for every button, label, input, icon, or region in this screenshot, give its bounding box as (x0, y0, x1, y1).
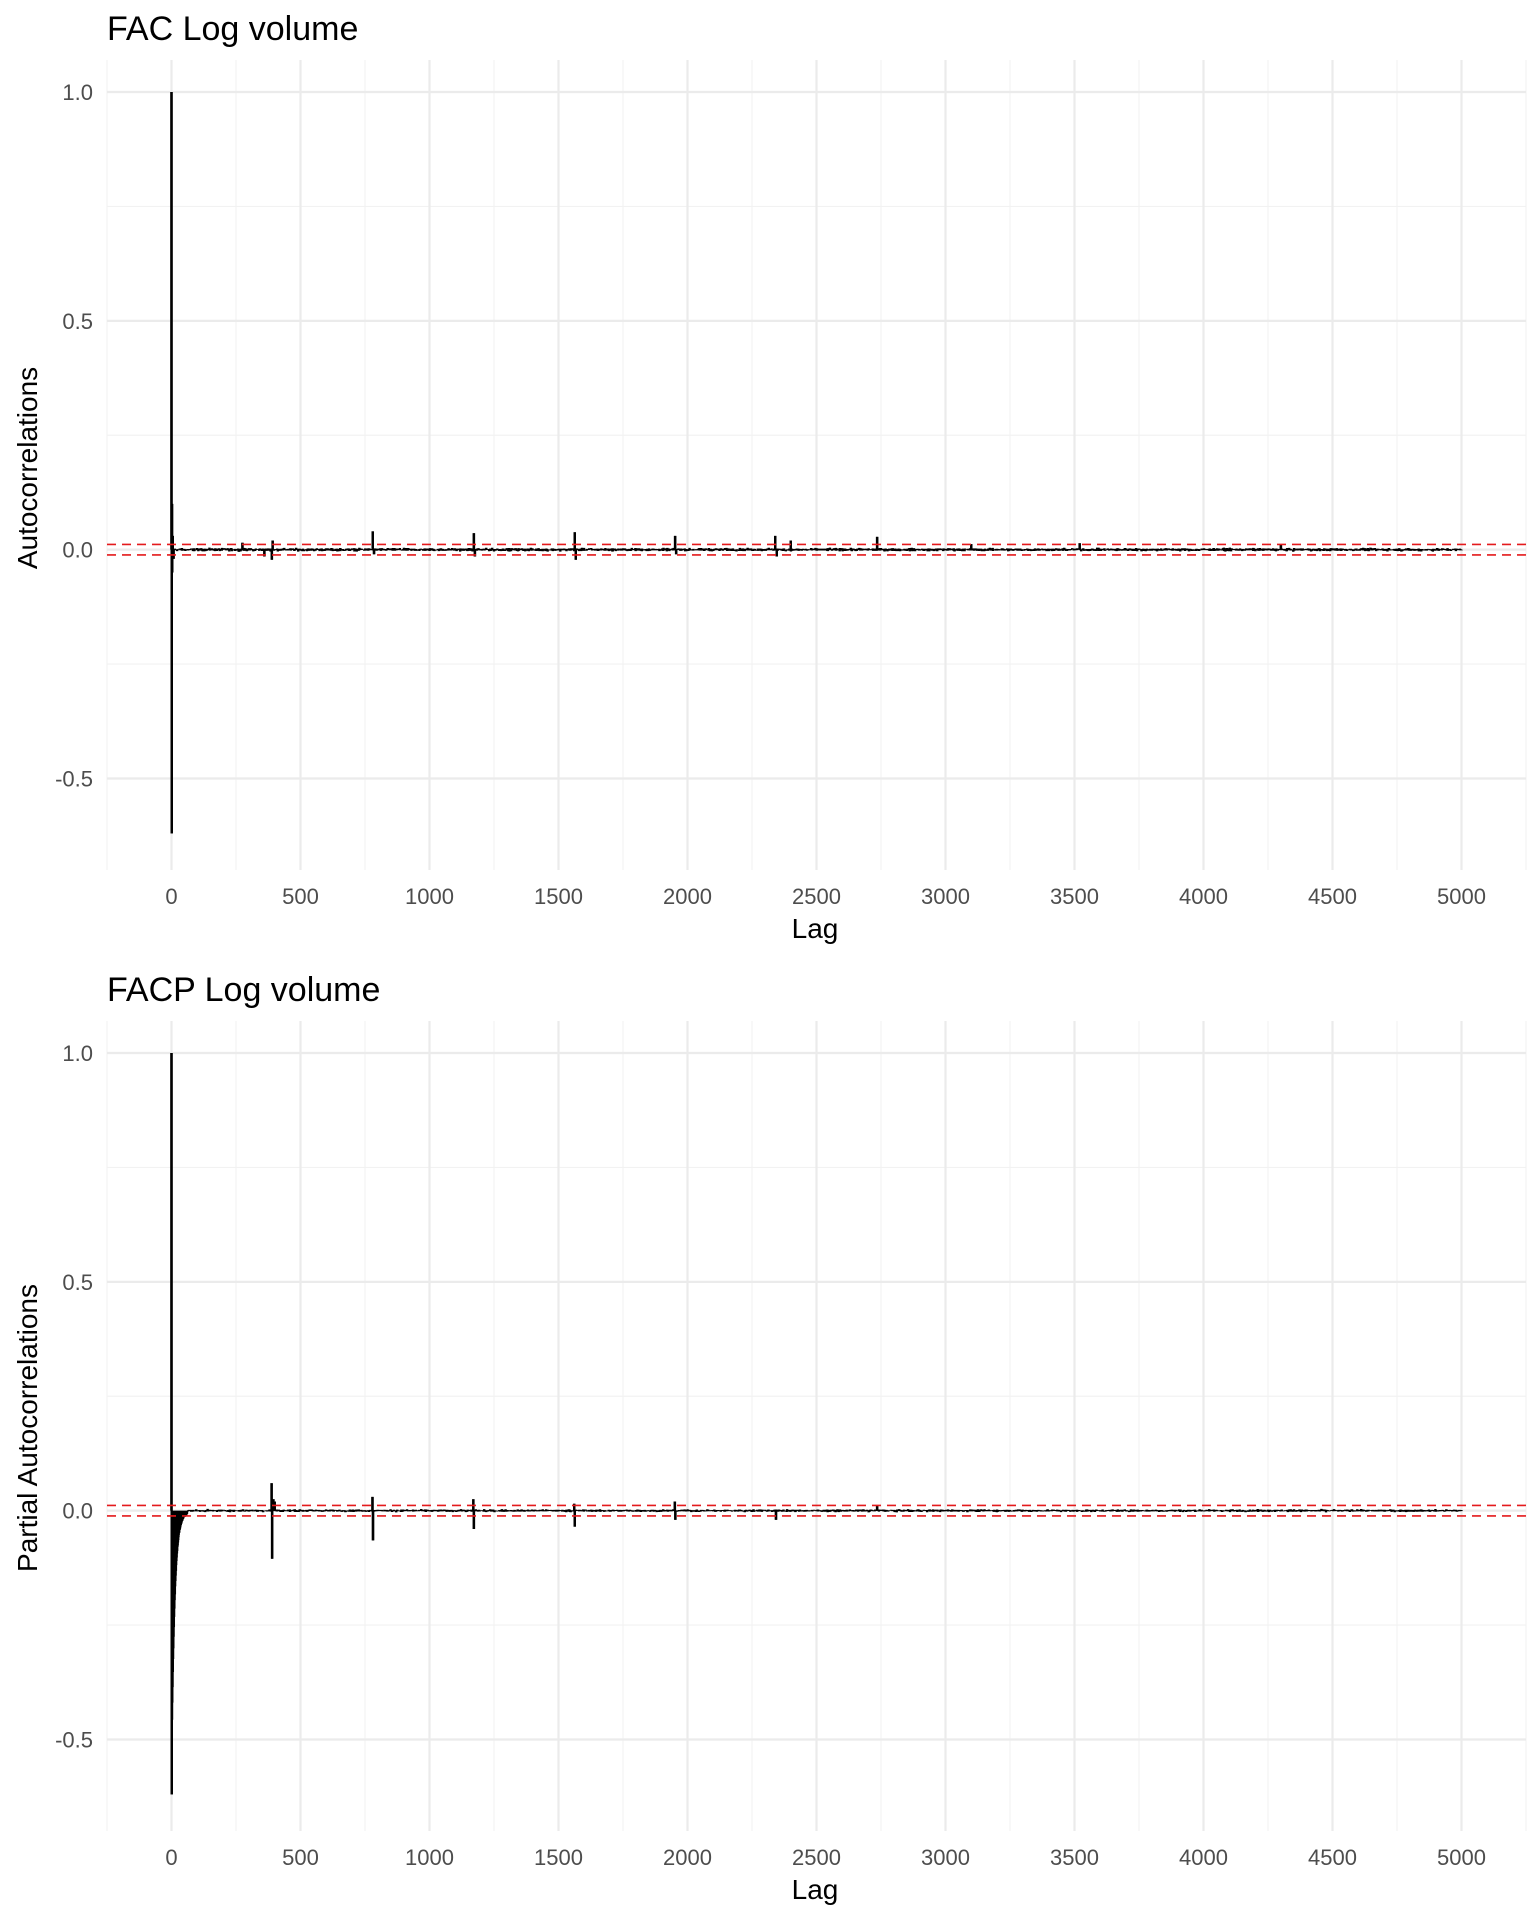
pacf-x-tick-label: 2000 (663, 1845, 712, 1870)
pacf-x-tick-label: 1000 (405, 1845, 454, 1870)
acf-confidence-bounds (107, 543, 1526, 556)
acf-x-tick-label: 2500 (792, 884, 841, 909)
acf-title: FAC Log volume (107, 10, 358, 48)
acf-x-tick-label: 1500 (534, 884, 583, 909)
acf-x-tick-label: 4000 (1179, 884, 1228, 909)
pacf-x-tick-labels: 0 500 1000 1500 2000 2500 3000 3500 4000 4500 5000 (165, 1845, 1486, 1870)
acf-y-tick-label: 1.0 (62, 80, 93, 105)
pacf-x-tick-label: 1500 (534, 1845, 583, 1870)
pacf-x-axis-label: Lag (792, 1874, 839, 1905)
acf-x-tick-label: 2000 (663, 884, 712, 909)
acf-y-tick-label: 0.0 (62, 538, 93, 563)
acf-x-tick-label: 3000 (921, 884, 970, 909)
pacf-y-axis-label: Partial Autocorrelations (12, 1284, 43, 1572)
pacf-x-tick-label: 5000 (1437, 1845, 1486, 1870)
pacf-grid (106, 1021, 1527, 1831)
acf-x-tick-label: 4500 (1308, 884, 1357, 909)
pacf-x-tick-label: 3000 (921, 1845, 970, 1870)
pacf-x-tick-label: 4500 (1308, 1845, 1357, 1870)
pacf-spikes (170, 1053, 1463, 1795)
pacf-x-tick-label: 2500 (792, 1845, 841, 1870)
pacf-x-tick-label: 0 (165, 1845, 177, 1870)
pacf-y-tick-label: 0.0 (62, 1499, 93, 1524)
acf-spikes (170, 92, 1463, 834)
pacf-y-tick-labels: -0.5 0.0 0.5 1.0 (55, 1041, 93, 1752)
pacf-x-tick-label: 500 (282, 1845, 319, 1870)
pacf-x-tick-label: 3500 (1050, 1845, 1099, 1870)
pacf-y-tick-label: 0.5 (62, 1270, 93, 1295)
acf-x-tick-label: 0 (165, 884, 177, 909)
pacf-panel: FACP Log volume -0.5 0.0 0.5 1.0 0 500 1000 15… (12, 971, 1527, 1905)
pacf-y-tick-label: 1.0 (62, 1041, 93, 1066)
acf-x-tick-label: 3500 (1050, 884, 1099, 909)
acf-panel: FAC Log volume -0.5 0.0 0.5 1.0 0 500 1000 150… (12, 10, 1527, 944)
pacf-confidence-bounds (107, 1504, 1526, 1517)
acf-x-axis-label: Lag (792, 913, 839, 944)
acf-y-tick-label: 0.5 (62, 309, 93, 334)
pacf-title: FACP Log volume (107, 971, 380, 1009)
acf-x-tick-labels: 0 500 1000 1500 2000 2500 3000 3500 4000 4500 5000 (165, 884, 1486, 909)
acf-y-axis-label: Autocorrelations (12, 367, 43, 569)
pacf-x-tick-label: 4000 (1179, 1845, 1228, 1870)
acf-x-tick-label: 1000 (405, 884, 454, 909)
acf-x-tick-label: 500 (282, 884, 319, 909)
pacf-y-tick-label: -0.5 (55, 1727, 93, 1752)
acf-y-tick-label: -0.5 (55, 766, 93, 791)
acf-grid (106, 60, 1527, 870)
acf-x-tick-label: 5000 (1437, 884, 1486, 909)
acf-y-tick-labels: -0.5 0.0 0.5 1.0 (55, 80, 93, 791)
